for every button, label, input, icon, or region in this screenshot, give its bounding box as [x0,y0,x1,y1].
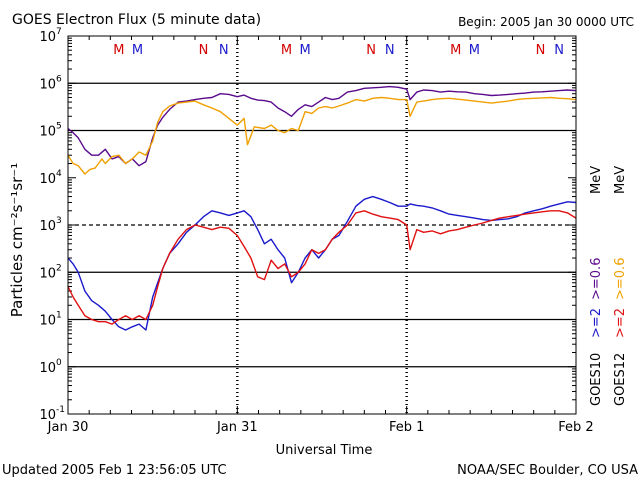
y-tick-exponent: 1 [56,311,62,321]
y-tick-label: 10 [39,30,56,45]
y-tick-label: 10 [39,125,56,140]
legend-goes12-2mev: >=2 [613,308,628,338]
series-line [67,85,577,167]
mn-marker: N [554,43,564,58]
y-tick-exponent: 3 [56,216,62,226]
mn-marker: M [469,43,480,58]
y-tick-exponent: 4 [56,169,62,179]
mn-marker: M [450,43,461,58]
mn-marker: M [299,43,310,58]
mn-marker: N [219,43,229,58]
y-tick-label: 10 [39,219,56,234]
y-tick-label: 10 [39,77,56,92]
x-tick-label: Feb 2 [558,420,593,435]
begin-label: Begin: 2005 Jan 30 0000 UTC [458,15,634,29]
y-tick-label: 10 [39,172,56,187]
series-line [67,96,577,175]
series-line [67,195,577,331]
mn-marker: M [132,43,143,58]
y-tick-label: 10 [39,361,56,376]
legend-goes10-2mev: >=2 [589,308,604,338]
legend-goes10: GOES10 [589,353,604,406]
x-axis-ticks: Jan 30 Jan 31 Feb 1 Feb 2 [47,36,594,435]
mn-marker: M [113,43,124,58]
chart-title: GOES Electron Flux (5 minute data) [12,12,261,28]
source-credit: NOAA/SEC Boulder, CO USA [457,463,638,478]
y-tick-exponent: 0 [56,358,62,368]
y-tick-label: 10 [39,408,56,423]
x-tick-label: Feb 1 [389,420,424,435]
legend-goes10-06mev: >=0.6 [589,258,604,300]
plot-frame [67,35,577,415]
y-axis-label: Particles cm⁻²s⁻¹sr⁻¹ [8,163,26,317]
x-tick-label: Jan 31 [216,420,258,435]
y-tick-label: 10 [39,314,56,329]
y-tick-exponent: 6 [56,74,62,84]
legend-goes12-06mev: >=0.6 [613,258,628,300]
updated-timestamp: Updated 2005 Feb 1 23:56:05 UTC [2,463,227,478]
mn-marker: N [199,43,209,58]
series-layer [67,85,577,331]
y-tick-exponent: 7 [56,27,62,37]
mn-marker: N [385,43,395,58]
mn-marker: N [536,43,546,58]
mn-marker: N [366,43,376,58]
legend-mev-lower: MeV [613,166,628,194]
grid-layer [68,36,576,414]
legend-mev-upper: MeV [589,166,604,194]
legend: GOES10 GOES12 >=2 >=0.6 MeV >=2 >=0.6 Me… [589,166,628,406]
legend-goes12: GOES12 [613,353,628,406]
mn-marker: M [281,43,292,58]
x-tick-label: Jan 30 [47,420,89,435]
y-tick-exponent: 5 [56,122,62,132]
y-tick-exponent: -1 [56,405,65,415]
y-tick-label: 10 [39,266,56,281]
x-axis-label: Universal Time [276,443,373,458]
series-line [67,210,577,325]
y-tick-exponent: 2 [56,263,62,273]
